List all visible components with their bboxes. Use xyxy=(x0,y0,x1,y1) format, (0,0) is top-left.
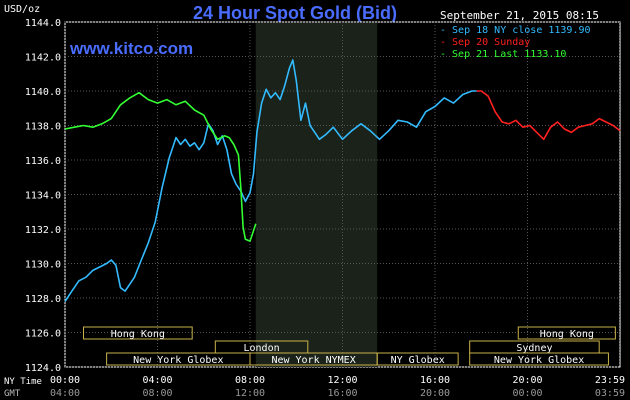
session-label: New York NYMEX xyxy=(271,355,355,366)
session-label: Sydney xyxy=(516,343,552,354)
x-tick-label-ny: 04:00 xyxy=(142,375,172,386)
row-label-ny: NY Time xyxy=(4,377,42,387)
session-box xyxy=(469,352,609,366)
x-tick-label-gmt: 20:00 xyxy=(420,388,450,399)
x-tick-label-gmt: 16:00 xyxy=(327,388,357,399)
nymex-shaded-region xyxy=(255,23,378,367)
gridlines xyxy=(64,21,621,368)
session-label: New York Globex xyxy=(494,355,584,366)
session-label: London xyxy=(244,343,280,354)
series-lines xyxy=(64,59,621,302)
y-tick-label: 1136.0 xyxy=(25,156,61,167)
row-label-gmt: GMT xyxy=(4,389,21,399)
y-tick-label: 1124.0 xyxy=(25,363,61,374)
x-tick-label-ny: 20:00 xyxy=(512,375,542,386)
session-bar: Hong Kong xyxy=(517,326,616,340)
x-tick-label-gmt: 12:00 xyxy=(235,388,265,399)
axis-labels: 1124.0 1126.0 1128.0 1130.0 1132.0 1134.0 1136… xyxy=(25,18,625,399)
x-tick-label-gmt: 00:00 xyxy=(512,388,542,399)
legend: - Sep 18 NY close 1139.90- Sep 20 Sunday… xyxy=(440,25,591,60)
y-tick-label: 1144.0 xyxy=(25,18,61,29)
y-tick-label: 1140.0 xyxy=(25,87,61,98)
x-tick-label-ny: 00:00 xyxy=(50,375,80,386)
series-line xyxy=(64,59,477,302)
x-tick-label-ny: 12:00 xyxy=(327,375,357,386)
x-tick-label-gmt: 08:00 xyxy=(142,388,172,399)
x-tick-label-gmt: 03:59 xyxy=(595,388,625,399)
x-tick-label-ny: 08:00 xyxy=(235,375,265,386)
y-tick-label: 1134.0 xyxy=(25,191,61,202)
y-unit-label: USD/oz xyxy=(4,4,40,15)
session-label: New York Globex xyxy=(133,355,223,366)
legend-entry: - Sep 18 NY close 1139.90 xyxy=(440,25,591,36)
y-tick-label: 1132.0 xyxy=(25,225,61,236)
y-tick-label: 1138.0 xyxy=(25,122,61,133)
session-label: Hong Kong xyxy=(111,329,165,340)
x-tick-label-ny: 16:00 xyxy=(420,375,450,386)
x-tick-label-ny: 23:59 xyxy=(595,375,625,386)
session-label: NY Globex xyxy=(391,355,445,366)
session-label: Hong Kong xyxy=(540,329,594,340)
y-tick-label: 1130.0 xyxy=(25,260,61,271)
chart-title: 24 Hour Spot Gold (Bid) xyxy=(193,3,397,23)
session-box xyxy=(376,352,459,366)
y-tick-label: 1126.0 xyxy=(25,329,61,340)
y-tick-label: 1128.0 xyxy=(25,294,61,305)
session-bar: Hong Kong xyxy=(83,326,193,340)
watermark: www.kitco.com xyxy=(69,39,193,58)
session-box xyxy=(83,326,193,340)
series-line xyxy=(476,90,621,141)
session-bar: NY Globex xyxy=(376,352,459,366)
timestamp: September 21, 2015 08:15 xyxy=(440,9,599,22)
x-tick-label-gmt: 04:00 xyxy=(50,388,80,399)
series-line xyxy=(64,91,257,242)
session-bar: New York Globex xyxy=(469,352,609,366)
y-tick-label: 1142.0 xyxy=(25,53,61,64)
session-box xyxy=(517,326,616,340)
legend-entry: - Sep 21 Last 1133.10 xyxy=(440,49,566,60)
legend-entry: - Sep 20 Sunday xyxy=(440,37,530,48)
